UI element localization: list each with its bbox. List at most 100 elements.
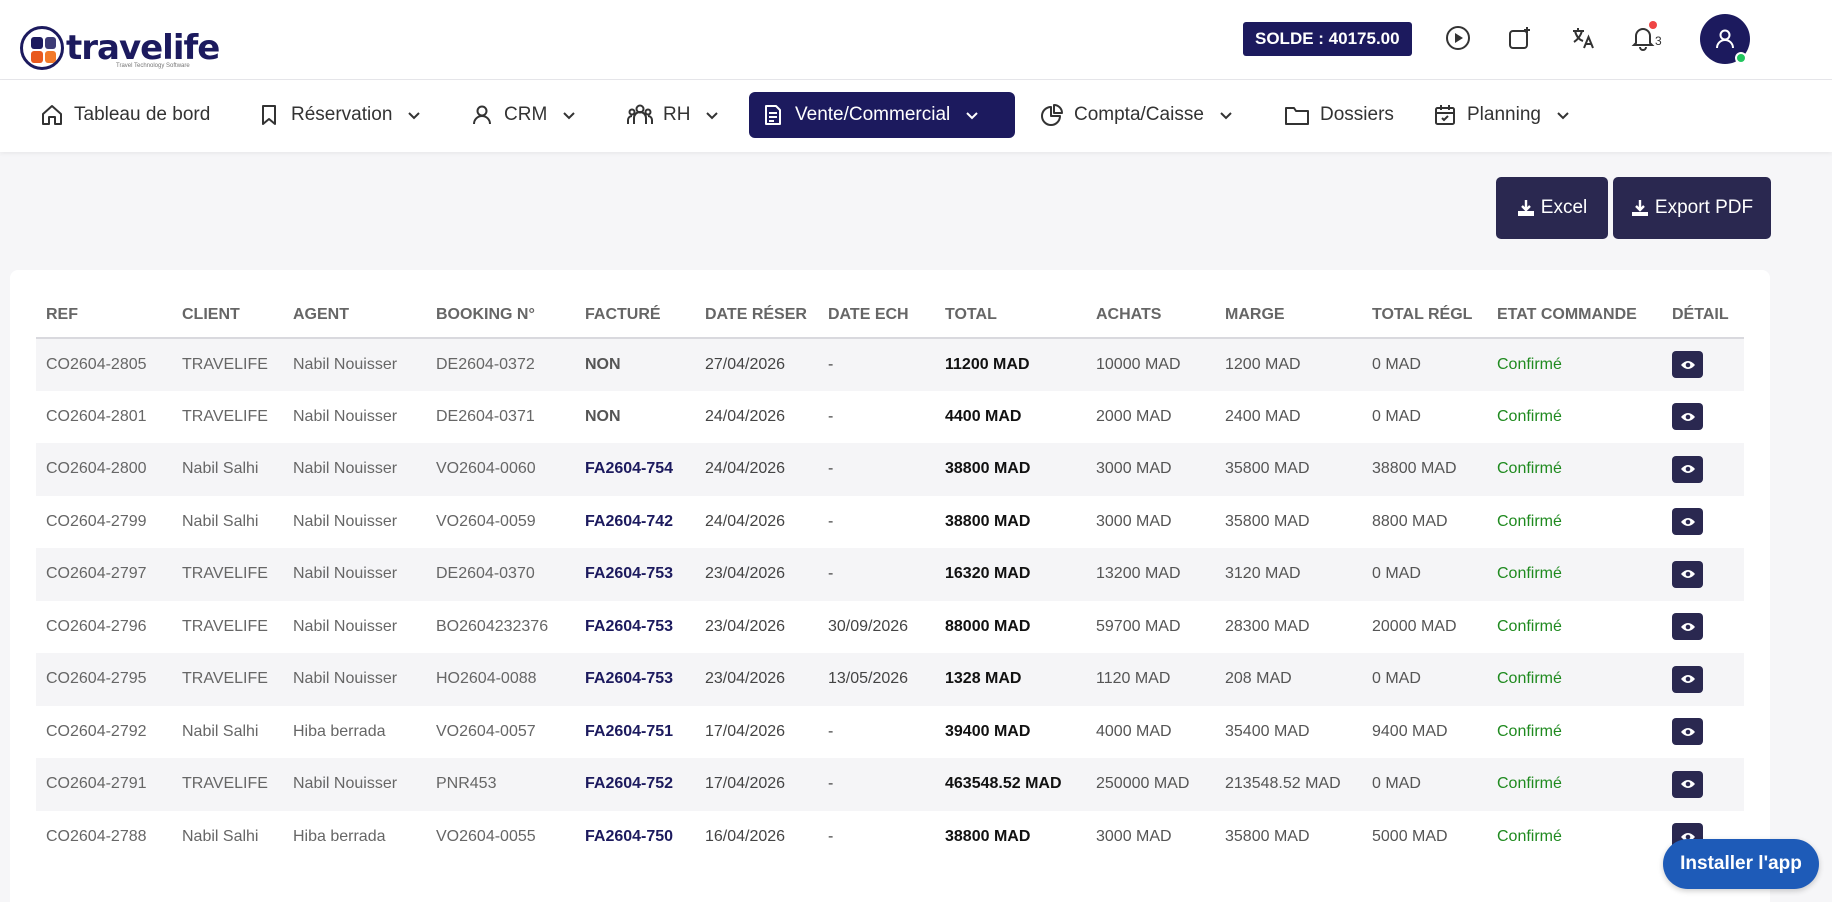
table-row[interactable]: CO2604-2791 TRAVELIFE Nabil Nouisser PNR453…	[36, 758, 1744, 811]
user-icon	[473, 105, 491, 125]
cell-date-reservation: 17/04/2026	[705, 722, 786, 740]
table-row[interactable]: CO2604-2795 TRAVELIFE Nabil Nouisser HO2604…	[36, 653, 1744, 706]
col-header-total-regle[interactable]: TOTAL RÉGL	[1362, 292, 1487, 339]
table-row[interactable]: CO2604-2792 Nabil Salhi Hiba berrada VO2604…	[36, 706, 1744, 759]
view-detail-button[interactable]	[1672, 560, 1703, 588]
view-detail-button[interactable]	[1672, 613, 1703, 641]
cell-agent: Nabil Nouisser	[293, 407, 398, 425]
nav-item-rh[interactable]: RH	[615, 92, 732, 138]
cell-total-regle: 0 MAD	[1362, 548, 1487, 601]
table-row[interactable]: CO2604-2805 TRAVELIFE Nabil Nouisser DE2604…	[36, 338, 1744, 391]
nav-label: CRM	[504, 104, 548, 125]
translate-icon[interactable]	[1567, 22, 1599, 54]
excel-export-button[interactable]: Excel	[1496, 177, 1608, 239]
table-row[interactable]: CO2604-2800 Nabil Salhi Nabil Nouisser VO26…	[36, 443, 1744, 496]
eye-icon	[1680, 570, 1695, 579]
cell-total: 16320 MAD	[935, 548, 1086, 601]
view-detail-button[interactable]	[1672, 718, 1703, 746]
cell-date-echeance: -	[818, 548, 935, 601]
cell-booking: DE2604-0371	[436, 407, 535, 425]
eye-icon	[1680, 727, 1695, 736]
cell-agent: Nabil Nouisser	[283, 548, 426, 601]
view-detail-button[interactable]	[1672, 508, 1703, 536]
cell-etat-commande: Confirmé	[1487, 653, 1662, 706]
table-row[interactable]: CO2604-2801 TRAVELIFE Nabil Nouisser DE2604…	[36, 391, 1744, 444]
col-header-total[interactable]: TOTAL	[935, 292, 1086, 339]
table-header-row: REF CLIENT AGENT BOOKING N° FACTURÉ DATE…	[36, 292, 1744, 339]
cell-achats: 2000 MAD	[1096, 407, 1172, 425]
col-header-facture[interactable]: FACTURÉ	[575, 292, 695, 339]
orders-card: REF CLIENT AGENT BOOKING N° FACTURÉ DATE…	[10, 270, 1770, 902]
nav-item-planning[interactable]: Planning	[1421, 92, 1583, 138]
table-row[interactable]: CO2604-2788 Nabil Salhi Hiba berrada VO2604…	[36, 811, 1744, 864]
col-header-date-echeance[interactable]: DATE ECH	[818, 292, 935, 339]
view-detail-button[interactable]	[1672, 665, 1703, 693]
col-header-client[interactable]: CLIENT	[172, 292, 283, 339]
cell-facture: FA2604-753	[575, 548, 695, 601]
col-header-etat-commande[interactable]: ETAT COMMANDE	[1487, 292, 1662, 339]
cell-date-reservation: 23/04/2026	[695, 548, 818, 601]
install-app-button[interactable]: Installer l'app	[1663, 839, 1819, 889]
logo[interactable]: travelife	[20, 26, 220, 70]
export-pdf-button[interactable]: Export PDF	[1613, 177, 1771, 239]
cell-agent: Hiba berrada	[293, 722, 386, 740]
cell-total-regle: 0 MAD	[1362, 758, 1487, 811]
col-header-agent[interactable]: AGENT	[283, 292, 426, 339]
col-header-marge[interactable]: MARGE	[1215, 292, 1362, 339]
cell-booking: VO2604-0057	[436, 722, 536, 740]
eye-icon	[1680, 360, 1695, 369]
team-icon	[627, 104, 653, 124]
cell-ref: CO2604-2800	[36, 443, 172, 496]
nav-label: Tableau de bord	[74, 104, 211, 125]
col-header-achats[interactable]: ACHATS	[1086, 292, 1215, 339]
view-detail-button[interactable]	[1672, 403, 1703, 431]
cell-client: TRAVELIFE	[172, 548, 283, 601]
table-row[interactable]: CO2604-2799 Nabil Salhi Nabil Nouisser VO26…	[36, 496, 1744, 549]
pie-chart-icon	[1041, 104, 1063, 126]
cell-booking: HO2604-0088	[426, 653, 575, 706]
cell-detail	[1662, 496, 1744, 549]
cell-client: TRAVELIFE	[172, 758, 283, 811]
nav-item-tableau-de-bord[interactable]: Tableau de bord	[28, 92, 222, 138]
chevron-down-icon	[563, 112, 575, 120]
bell-icon[interactable]	[1627, 22, 1659, 54]
cell-client: TRAVELIFE	[172, 653, 283, 706]
nav-item-vente-commercial[interactable]: Vente/Commercial	[749, 92, 1015, 138]
play-icon[interactable]	[1442, 22, 1474, 54]
cell-client: TRAVELIFE	[182, 407, 268, 425]
view-detail-button[interactable]	[1672, 351, 1703, 379]
cell-etat-commande: Confirmé	[1497, 617, 1562, 635]
col-header-detail: DÉTAIL	[1662, 292, 1744, 339]
cell-facture: FA2604-753	[585, 617, 674, 635]
cell-etat-commande: Confirmé	[1497, 512, 1562, 530]
nav-item-crm[interactable]: CRM	[458, 92, 589, 138]
bookmark-icon	[262, 105, 276, 125]
cell-date-echeance: -	[828, 512, 834, 530]
col-header-booking[interactable]: BOOKING N°	[426, 292, 575, 339]
folder-icon	[1285, 107, 1309, 125]
cell-marge: 208 MAD	[1215, 653, 1362, 706]
table-row[interactable]: CO2604-2796 TRAVELIFE Nabil Nouisser BO2604…	[36, 601, 1744, 654]
cell-etat-commande: Confirmé	[1487, 443, 1662, 496]
excel-label: Excel	[1540, 197, 1588, 218]
export-pdf-label: Export PDF	[1654, 197, 1754, 218]
cell-etat-commande: Confirmé	[1487, 338, 1662, 391]
cell-booking: VO2604-0055	[436, 827, 536, 845]
table-row[interactable]: CO2604-2797 TRAVELIFE Nabil Nouisser DE2604…	[36, 548, 1744, 601]
cell-marge: 2400 MAD	[1225, 407, 1301, 425]
cell-client: Nabil Salhi	[182, 827, 259, 845]
add-window-icon[interactable]	[1504, 22, 1536, 54]
cell-detail	[1662, 338, 1744, 391]
cell-booking: PNR453	[426, 758, 575, 811]
nav-item-compta-caisse[interactable]: Compta/Caisse	[1028, 92, 1246, 138]
nav-label: Vente/Commercial	[795, 104, 951, 125]
view-detail-button[interactable]	[1672, 455, 1703, 483]
col-header-date-reservation[interactable]: DATE RÉSER	[695, 292, 818, 339]
nav-item-dossiers[interactable]: Dossiers	[1272, 92, 1406, 138]
nav-item-reservation[interactable]: Réservation	[245, 92, 434, 138]
cell-ref: CO2604-2791	[36, 758, 172, 811]
col-header-ref[interactable]: REF	[36, 292, 172, 339]
cell-facture: FA2604-750	[585, 827, 674, 845]
view-detail-button[interactable]	[1672, 770, 1703, 798]
logo-text: travelife	[66, 28, 220, 68]
